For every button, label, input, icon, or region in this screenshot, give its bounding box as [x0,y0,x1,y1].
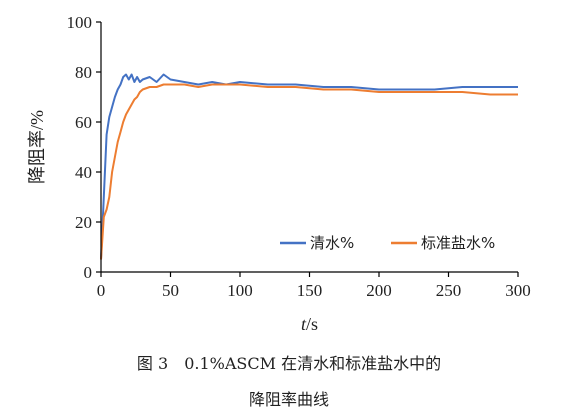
x-tick-label: 300 [505,281,531,300]
x-tick-label: 50 [162,281,179,300]
axes: 0 20 40 60 80 100 0 50 100 150 200 250 300 [67,13,531,300]
x-tick-label: 250 [436,281,462,300]
y-tick-label: 20 [75,213,92,232]
y-tick-label: 60 [75,113,92,132]
figure-caption-line-1: 图 3 0.1%ASCM 在清水和标准盐水中的 [136,354,442,373]
legend: 清水% 标准盐水% [280,234,495,252]
y-tick-label: 80 [75,63,92,82]
series-layer [100,73,518,260]
y-tick-label: 40 [75,163,92,182]
x-tick-label: 200 [366,281,392,300]
x-tick-label: 100 [227,281,253,300]
figure-caption-line-2: 降阻率曲线 [248,390,329,409]
y-tick-label: 100 [67,13,93,32]
x-axis-title-variable: t [301,314,307,334]
y-axis-title: 降阻率/% [27,110,47,184]
x-tick-label: 0 [97,281,106,300]
x-axis-title: t/s [301,314,318,334]
series-line-standard-brine [100,83,518,260]
x-tick-label: 150 [297,281,323,300]
x-axis-title-unit: /s [306,314,318,334]
legend-label-clear-water: 清水% [310,234,354,252]
legend-label-standard-brine: 标准盐水% [421,234,495,252]
series-line-clear-water [100,73,518,260]
y-tick-label: 0 [84,263,93,282]
